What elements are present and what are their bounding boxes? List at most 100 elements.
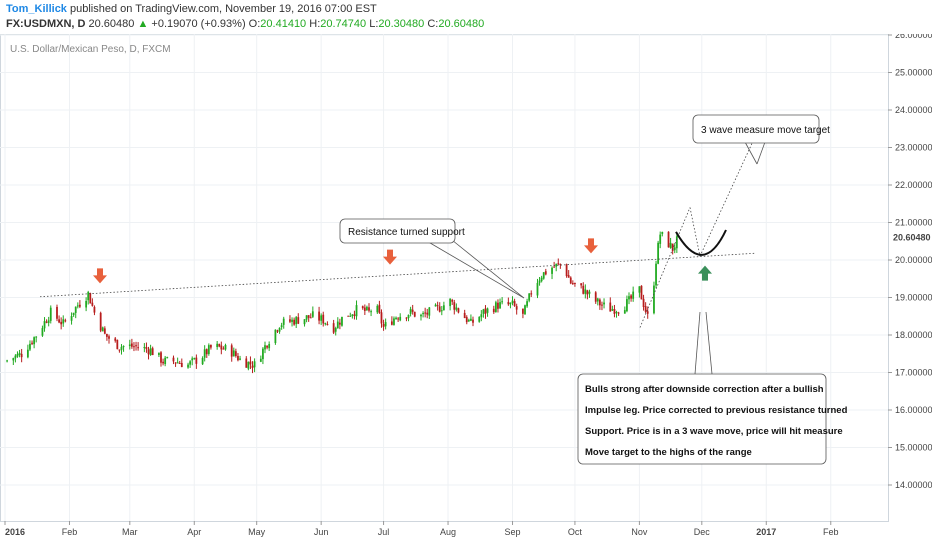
candle-body <box>180 362 183 368</box>
x-tick-label: Jul <box>378 527 390 537</box>
candle-body <box>222 348 225 350</box>
candle-body <box>149 348 152 356</box>
candle-body <box>224 344 227 350</box>
candle-body <box>291 319 293 322</box>
x-tick-label: 2017 <box>756 527 776 537</box>
candle-body <box>178 362 181 364</box>
candle-body <box>368 307 370 311</box>
candle-body <box>594 292 597 302</box>
candle-body <box>411 309 414 312</box>
candle-body <box>655 263 657 286</box>
candle-body <box>249 361 252 365</box>
candle-body <box>524 305 526 315</box>
y-tick-label: 20.00000 <box>895 255 932 265</box>
wave-leg-line <box>639 207 691 328</box>
candle-body <box>442 305 445 311</box>
y-tick-label: 21.00000 <box>895 218 932 228</box>
candle-series <box>6 231 678 374</box>
candle-body <box>245 358 248 368</box>
candle-body <box>484 308 487 314</box>
last-price-label: 20.60480 <box>893 232 931 242</box>
candle-body <box>43 321 46 329</box>
candle-body <box>565 264 568 277</box>
candle-body <box>436 305 439 307</box>
candle-body <box>601 304 603 306</box>
candle-body <box>58 319 60 323</box>
price-chart[interactable]: U.S. Dollar/Mexican Peso, D, FXCM Resist… <box>0 34 932 550</box>
y-tick-label: 18.00000 <box>895 330 932 340</box>
candle-body <box>542 272 545 279</box>
candle-body <box>347 315 350 317</box>
candle-body <box>457 308 460 313</box>
candle-body <box>472 319 474 323</box>
candle-body <box>522 308 524 314</box>
candle-body <box>133 346 135 348</box>
candle-body <box>395 317 397 320</box>
candle-body <box>611 309 614 311</box>
candle-body <box>336 321 339 329</box>
candle-body <box>494 302 497 312</box>
candle-body <box>297 317 300 324</box>
candle-body <box>189 361 192 365</box>
candle-body <box>405 317 408 319</box>
candle-body <box>399 316 402 321</box>
resistance-callout-box <box>339 218 456 244</box>
candle-body <box>598 299 601 306</box>
candle-body <box>162 361 164 364</box>
y-tick-label: 15.00000 <box>895 443 932 453</box>
candle-body <box>551 267 553 274</box>
candle-body <box>14 355 17 359</box>
candle-body <box>278 327 281 332</box>
candle-body <box>617 312 620 314</box>
callout-pointer <box>744 141 758 165</box>
candle-body <box>143 346 146 349</box>
candle-body <box>295 317 298 325</box>
candle-body <box>322 314 325 324</box>
candle-body <box>176 362 179 364</box>
candle-body <box>536 282 539 296</box>
candle-body <box>234 351 237 357</box>
candle-body <box>122 345 125 348</box>
candle-body <box>128 344 131 346</box>
candle-body <box>553 266 556 268</box>
chart-annotations: Resistance turned support 3 wave measure … <box>39 114 931 465</box>
candle-body <box>438 306 441 312</box>
candle-body <box>106 333 108 337</box>
candle-body <box>78 304 81 307</box>
y-tick-label: 19.00000 <box>895 293 932 303</box>
candle-body <box>667 231 670 248</box>
x-tick-label: Feb <box>62 527 78 537</box>
x-tick-label: Dec <box>694 527 711 537</box>
candle-body <box>35 336 38 338</box>
candle-body <box>207 345 210 354</box>
candle-body <box>482 309 485 314</box>
candle-body <box>274 329 277 344</box>
candle-body <box>376 305 379 313</box>
y-tick-label: 26.00000 <box>895 34 932 40</box>
support-arrow-icon <box>698 265 712 281</box>
candle-body <box>145 347 148 350</box>
candle-body <box>151 348 154 356</box>
callout-pointer <box>694 311 701 375</box>
candle-body <box>409 308 412 314</box>
callout-pointer <box>424 239 525 299</box>
candle-body <box>478 316 481 322</box>
candle-body <box>507 301 510 305</box>
candle-body <box>282 318 285 325</box>
y-tick-label: 14.00000 <box>895 480 932 490</box>
candle-body <box>463 312 466 319</box>
close-value: 20.60480 <box>438 18 485 30</box>
candle-body <box>380 312 383 324</box>
candle-body <box>455 307 458 310</box>
candle-body <box>218 344 221 347</box>
candle-body <box>603 302 605 305</box>
candle-body <box>355 305 358 317</box>
candle-body <box>530 293 533 295</box>
candle-body <box>613 308 616 314</box>
candle-body <box>114 338 117 341</box>
x-tick-label: Oct <box>568 527 583 537</box>
candle-body <box>338 322 341 325</box>
price-change: +0.19070 (+0.93%) <box>151 18 246 30</box>
author-link[interactable]: Tom_Killick <box>6 3 67 15</box>
candle-body <box>480 314 483 318</box>
